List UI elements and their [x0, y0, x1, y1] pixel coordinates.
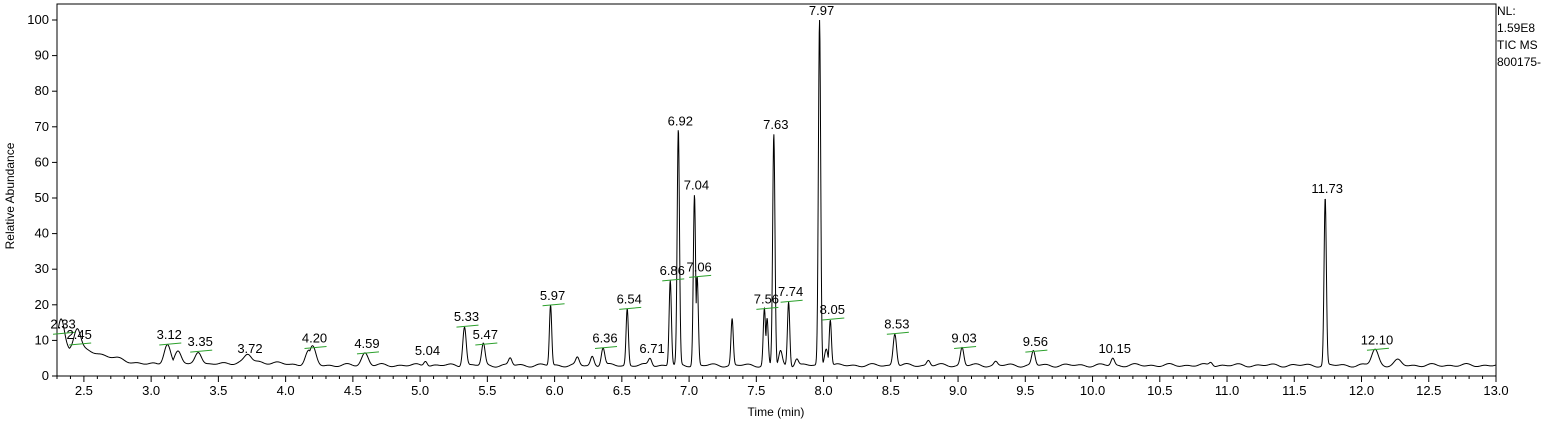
x-tick-label: 2.5 [75, 383, 93, 398]
peak-label: 7.97 [809, 3, 834, 18]
y-axis-title: Relative Abundance [3, 142, 17, 249]
peak-marker [190, 349, 213, 353]
peak-label: 7.06 [686, 259, 711, 274]
x-tick-label: 4.0 [277, 383, 295, 398]
peak-label: 2.33 [50, 316, 75, 331]
tic-trace [57, 19, 1497, 368]
x-tick-label: 11.0 [1215, 383, 1239, 398]
peak-label: 6.71 [639, 341, 664, 356]
y-tick-label: 30 [35, 261, 49, 276]
peak-marker [456, 324, 479, 328]
peak-label: 6.54 [617, 291, 642, 306]
y-tick-label: 60 [35, 154, 49, 169]
peak-label: 3.35 [188, 334, 213, 349]
peak-marker [542, 303, 565, 307]
y-tick-label: 70 [35, 119, 49, 134]
peak-marker [954, 346, 977, 350]
x-tick-label: 13.0 [1483, 383, 1508, 398]
x-tick-label: 10.5 [1147, 383, 1172, 398]
y-tick-label: 50 [35, 190, 49, 205]
peak-annotations: 2.332.45 3.12 3.35 3.72 4.20 4.59 5.04 5.33 5.47… [50, 3, 1393, 358]
peak-label: 6.86 [660, 263, 685, 278]
peak-label: 11.73 [1311, 181, 1343, 196]
peak-label: 5.33 [454, 309, 479, 324]
peak-marker [69, 342, 92, 346]
y-tick-label: 0 [42, 368, 49, 383]
scan-info-panel: NL: 1.59E8 TIC MS 800175- [1497, 3, 1541, 71]
x-tick-label: 5.0 [411, 383, 429, 398]
y-tick-label: 10 [35, 332, 49, 347]
x-tick-label: 8.0 [815, 383, 833, 398]
scan-filter: TIC MS [1497, 38, 1538, 52]
peak-label: 6.92 [668, 113, 693, 128]
peak-label: 7.04 [684, 177, 709, 192]
peak-label: 8.53 [884, 316, 909, 331]
peak-label: 6.36 [592, 331, 617, 346]
x-tick-label: 12.0 [1349, 383, 1374, 398]
nl-label: NL: [1497, 4, 1516, 18]
x-tick-label: 3.5 [209, 383, 227, 398]
peak-label: 7.74 [778, 284, 803, 299]
x-tick-label: 6.0 [546, 383, 564, 398]
peak-label: 4.59 [354, 336, 379, 351]
x-axis: 2.5 3.0 3.5 4.0 4.5 5.0 5.5 6.0 6.5 7.0 7.5 8.0 8.5 9… [56, 376, 1509, 398]
y-tick-label: 40 [35, 226, 49, 241]
peak-label: 4.20 [302, 331, 327, 346]
peak-marker [52, 331, 76, 335]
peak-marker [159, 342, 182, 346]
nl-value: 1.59E8 [1497, 21, 1536, 35]
peak-label: 12.10 [1361, 332, 1394, 347]
peak-marker [689, 274, 712, 278]
x-tick-label: 5.5 [478, 383, 496, 398]
x-tick-label: 7.5 [747, 383, 765, 398]
peak-marker [780, 299, 803, 303]
x-tick-label: 8.5 [882, 383, 900, 398]
y-axis: 0 10 20 30 40 50 60 70 80 90 100 [27, 12, 57, 383]
peak-label: 10.15 [1098, 341, 1131, 356]
y-tick-label: 90 [35, 48, 49, 63]
x-tick-label: 3.0 [142, 383, 160, 398]
peak-marker [1025, 349, 1048, 353]
x-tick-label: 7.0 [680, 383, 698, 398]
peak-label: 2.45 [67, 327, 92, 342]
peak-label: 5.04 [415, 343, 440, 358]
x-tick-label: 12.5 [1416, 383, 1441, 398]
x-tick-label: 9.0 [949, 383, 967, 398]
peak-marker [822, 317, 845, 321]
x-axis-title: Time (min) [748, 405, 805, 419]
x-tick-label: 10.0 [1080, 383, 1105, 398]
peak-label: 5.47 [473, 327, 498, 342]
peak-label: 9.56 [1023, 334, 1048, 349]
x-tick-label: 9.5 [1016, 383, 1034, 398]
peak-marker [619, 306, 642, 310]
x-tick-label: 4.5 [344, 383, 362, 398]
peak-label: 9.03 [951, 331, 976, 346]
peak-label: 7.63 [763, 117, 788, 132]
peak-marker [594, 346, 618, 350]
x-tick-label: 6.5 [613, 383, 631, 398]
sample-name: 800175- [1497, 55, 1542, 69]
peak-marker [662, 278, 685, 282]
plot-frame [56, 3, 1497, 377]
peak-marker [756, 306, 779, 310]
y-tick-label: 100 [27, 12, 49, 27]
peak-label: 3.72 [237, 341, 262, 356]
y-tick-label: 20 [35, 297, 49, 312]
peak-marker [304, 346, 327, 350]
peak-label: 3.12 [157, 327, 182, 342]
peak-label: 5.97 [540, 288, 565, 303]
peak-marker [475, 342, 498, 346]
y-tick-label: 80 [35, 83, 49, 98]
x-tick-label: 11.5 [1282, 383, 1306, 398]
peak-marker [886, 331, 909, 335]
peak-label: 8.05 [820, 302, 845, 317]
peak-label: 7.56 [754, 291, 779, 306]
peak-marker [356, 351, 380, 355]
peak-marker [1366, 347, 1390, 351]
